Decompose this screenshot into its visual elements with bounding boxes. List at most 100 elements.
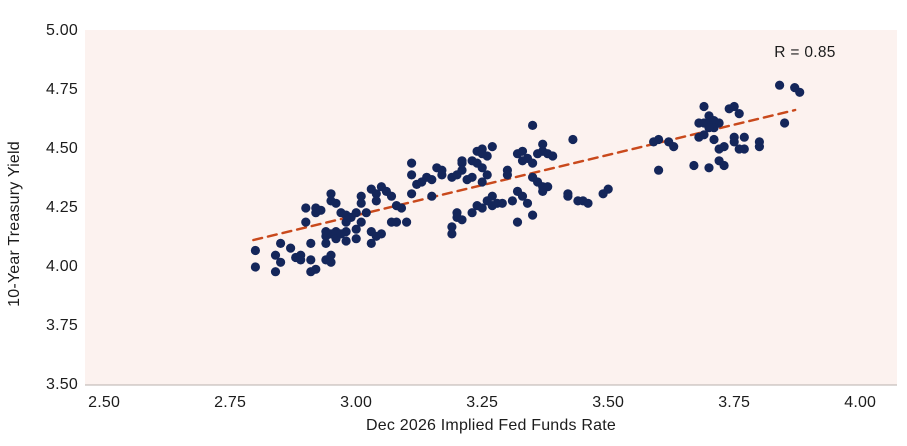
data-point xyxy=(326,189,336,199)
x-axis-title: Dec 2026 Implied Fed Funds Rate xyxy=(366,417,616,434)
data-point xyxy=(371,196,381,206)
data-point xyxy=(250,262,260,272)
data-point xyxy=(467,208,477,218)
data-point xyxy=(351,224,361,234)
data-point xyxy=(517,146,528,156)
data-point xyxy=(719,160,729,171)
data-point xyxy=(739,144,749,154)
data-point xyxy=(427,175,437,185)
data-point xyxy=(775,80,785,90)
data-point xyxy=(729,137,739,147)
data-point xyxy=(311,264,321,274)
data-point xyxy=(699,130,709,140)
data-point xyxy=(407,158,417,168)
data-point xyxy=(396,203,407,213)
data-point xyxy=(689,160,699,171)
data-point xyxy=(341,236,351,246)
data-point xyxy=(709,134,719,145)
y-tick-label: 3.75 xyxy=(46,316,78,334)
data-point xyxy=(543,182,553,192)
data-point xyxy=(447,222,457,232)
data-point xyxy=(391,217,402,227)
data-point xyxy=(704,163,714,173)
data-point xyxy=(457,165,467,175)
data-point xyxy=(366,238,376,248)
data-point xyxy=(482,170,492,180)
data-point xyxy=(467,172,477,182)
data-point xyxy=(699,101,709,112)
data-point xyxy=(729,101,739,112)
y-tick-label: 4.25 xyxy=(46,198,78,216)
data-point xyxy=(407,170,417,180)
data-point xyxy=(734,109,744,119)
data-point xyxy=(528,158,538,168)
data-point xyxy=(477,163,487,173)
data-point xyxy=(427,191,437,201)
data-point xyxy=(528,120,538,130)
data-point xyxy=(270,250,281,260)
data-point xyxy=(739,132,749,142)
data-point xyxy=(447,229,457,239)
data-point xyxy=(522,198,533,208)
data-point xyxy=(512,217,523,227)
y-tick-label: 4.00 xyxy=(46,257,78,275)
data-point xyxy=(341,227,351,237)
data-point xyxy=(477,203,487,213)
data-point xyxy=(356,217,366,227)
data-point xyxy=(326,257,336,267)
data-point xyxy=(371,189,381,199)
data-point xyxy=(321,238,331,248)
data-point xyxy=(795,87,805,97)
data-point xyxy=(563,191,573,201)
data-point xyxy=(528,210,538,220)
y-tick-label: 4.75 xyxy=(46,80,78,98)
data-point xyxy=(356,191,366,201)
data-point xyxy=(487,142,497,152)
y-tick-label: 4.50 xyxy=(46,139,78,157)
data-point xyxy=(568,134,578,145)
data-point xyxy=(477,177,487,187)
data-point xyxy=(286,243,296,253)
data-point xyxy=(376,229,386,239)
data-point xyxy=(326,250,336,260)
data-point xyxy=(351,208,361,218)
data-point xyxy=(482,151,492,161)
x-tick-label: 3.00 xyxy=(340,394,373,411)
x-tick-label: 2.50 xyxy=(88,394,121,411)
data-point xyxy=(452,212,462,222)
x-tick-label: 4.00 xyxy=(844,394,877,411)
data-point xyxy=(250,245,260,256)
data-point xyxy=(356,198,366,208)
data-point xyxy=(276,257,286,267)
data-point xyxy=(270,267,281,277)
y-tick-label: 5.00 xyxy=(46,21,78,39)
data-point xyxy=(402,217,412,227)
data-point xyxy=(654,165,664,175)
data-point xyxy=(316,205,326,215)
data-point xyxy=(361,208,371,218)
data-point xyxy=(437,165,447,175)
data-point xyxy=(583,198,593,208)
data-point xyxy=(507,196,517,206)
data-point xyxy=(538,139,548,149)
x-tick-label: 3.75 xyxy=(718,394,751,411)
data-point xyxy=(276,238,286,248)
data-point xyxy=(548,151,558,161)
data-point xyxy=(301,203,311,213)
data-point xyxy=(669,142,679,152)
data-point xyxy=(704,123,714,133)
data-point xyxy=(603,184,613,194)
data-point xyxy=(780,118,790,128)
correlation-annotation: R = 0.85 xyxy=(774,44,836,61)
x-tick-label: 3.50 xyxy=(592,394,625,411)
y-tick-label: 3.50 xyxy=(46,376,78,393)
data-point xyxy=(517,191,528,201)
data-point xyxy=(306,238,316,248)
data-point xyxy=(351,234,361,244)
data-point xyxy=(654,134,664,145)
data-point xyxy=(306,255,316,265)
x-tick-label: 2.75 xyxy=(214,394,247,411)
data-point xyxy=(497,198,507,208)
data-point xyxy=(386,191,397,201)
